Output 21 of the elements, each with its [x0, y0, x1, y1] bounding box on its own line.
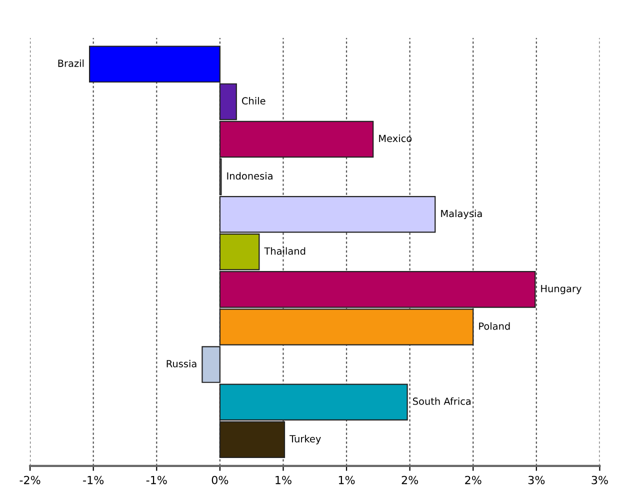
x-tick-label: 1% — [276, 476, 292, 484]
x-tick-label: -2% — [20, 476, 40, 484]
x-tick-label: 2% — [402, 476, 418, 484]
y-tick-label: Malaysia — [441, 210, 482, 220]
x-tick-label: 1% — [338, 476, 355, 484]
y-tick-label: Turkey — [290, 434, 321, 444]
x-tick-label: 3% — [592, 476, 608, 484]
y-tick-label: Indonesia — [227, 172, 272, 180]
y-tick-label: South Africa — [412, 397, 471, 405]
y-tick-label: Brazil — [58, 59, 84, 67]
y-tick-label: Poland — [479, 322, 510, 330]
y-tick-label: Russia — [166, 360, 196, 368]
y-tick-label: Chile — [242, 97, 266, 105]
x-tick-label: 2% — [465, 476, 482, 484]
y-tick-label: Hungary — [541, 285, 582, 294]
x-tick-label: 3% — [528, 476, 545, 484]
x-tick-label: -1% — [146, 476, 167, 484]
y-tick-label: Mexico — [379, 134, 412, 142]
y-tick-label: Thailand — [264, 247, 306, 255]
x-tick-label: -1% — [83, 476, 104, 484]
x-tick-label: 0% — [212, 476, 228, 484]
